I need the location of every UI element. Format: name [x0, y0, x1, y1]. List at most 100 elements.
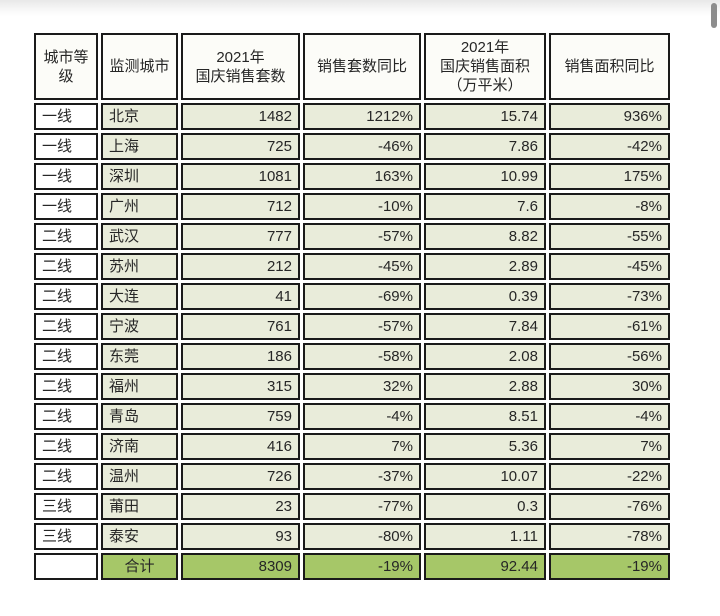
area-cell: 7.86 [424, 133, 546, 160]
total-units-yoy-cell: -19% [303, 553, 421, 580]
area-yoy-cell: -78% [549, 523, 670, 550]
area-yoy-cell: 175% [549, 163, 670, 190]
units-cell: 712 [181, 193, 300, 220]
area-yoy-cell: -55% [549, 223, 670, 250]
table-row: 二线 大连 41 -69% 0.39 -73% [34, 283, 670, 310]
column-header-units-yoy: 销售套数同比 [303, 33, 421, 100]
table-row: 二线 福州 315 32% 2.88 30% [34, 373, 670, 400]
tier-cell: 二线 [34, 433, 98, 460]
units-yoy-cell: -4% [303, 403, 421, 430]
area-cell: 0.3 [424, 493, 546, 520]
table-row: 二线 苏州 212 -45% 2.89 -45% [34, 253, 670, 280]
units-yoy-cell: -57% [303, 313, 421, 340]
city-cell: 上海 [101, 133, 178, 160]
area-cell: 1.11 [424, 523, 546, 550]
area-yoy-cell: 30% [549, 373, 670, 400]
table-row: 一线 北京 1482 1212% 15.74 936% [34, 103, 670, 130]
units-yoy-cell: -69% [303, 283, 421, 310]
table-row: 三线 泰安 93 -80% 1.11 -78% [34, 523, 670, 550]
units-yoy-cell: -80% [303, 523, 421, 550]
tier-cell: 三线 [34, 523, 98, 550]
table-row: 二线 温州 726 -37% 10.07 -22% [34, 463, 670, 490]
column-header-city: 监测城市 [101, 33, 178, 100]
page-top-fade [0, 0, 720, 16]
units-yoy-cell: 7% [303, 433, 421, 460]
tier-cell: 一线 [34, 193, 98, 220]
table-row: 一线 深圳 1081 163% 10.99 175% [34, 163, 670, 190]
units-yoy-cell: -37% [303, 463, 421, 490]
area-cell: 2.88 [424, 373, 546, 400]
city-cell: 大连 [101, 283, 178, 310]
units-yoy-cell: 32% [303, 373, 421, 400]
column-header-area: 2021年 国庆销售面积 （万平米） [424, 33, 546, 100]
units-cell: 41 [181, 283, 300, 310]
area-cell: 8.51 [424, 403, 546, 430]
tier-cell: 二线 [34, 313, 98, 340]
city-cell: 深圳 [101, 163, 178, 190]
city-cell: 青岛 [101, 403, 178, 430]
tier-cell: 一线 [34, 133, 98, 160]
units-cell: 186 [181, 343, 300, 370]
city-cell: 福州 [101, 373, 178, 400]
tier-cell: 二线 [34, 373, 98, 400]
area-yoy-cell: -42% [549, 133, 670, 160]
units-yoy-cell: 163% [303, 163, 421, 190]
table-row: 二线 宁波 761 -57% 7.84 -61% [34, 313, 670, 340]
units-cell: 416 [181, 433, 300, 460]
area-yoy-cell: -4% [549, 403, 670, 430]
city-cell: 广州 [101, 193, 178, 220]
area-yoy-cell: -61% [549, 313, 670, 340]
tier-cell: 二线 [34, 223, 98, 250]
units-cell: 1482 [181, 103, 300, 130]
units-yoy-cell: 1212% [303, 103, 421, 130]
area-yoy-cell: -8% [549, 193, 670, 220]
total-tier-cell [34, 553, 98, 580]
table-row: 二线 济南 416 7% 5.36 7% [34, 433, 670, 460]
area-yoy-cell: -56% [549, 343, 670, 370]
area-cell: 7.84 [424, 313, 546, 340]
units-yoy-cell: -77% [303, 493, 421, 520]
area-cell: 8.82 [424, 223, 546, 250]
units-cell: 1081 [181, 163, 300, 190]
area-yoy-cell: -73% [549, 283, 670, 310]
tier-cell: 一线 [34, 103, 98, 130]
units-cell: 761 [181, 313, 300, 340]
units-cell: 725 [181, 133, 300, 160]
tier-cell: 二线 [34, 463, 98, 490]
column-header-area-yoy: 销售面积同比 [549, 33, 670, 100]
city-cell: 泰安 [101, 523, 178, 550]
table-row: 一线 上海 725 -46% 7.86 -42% [34, 133, 670, 160]
area-yoy-cell: 936% [549, 103, 670, 130]
table-row: 三线 莆田 23 -77% 0.3 -76% [34, 493, 670, 520]
sales-table: 城市等 级 监测城市 2021年 国庆销售套数 销售套数同比 2021年 国庆销… [31, 30, 673, 583]
area-cell: 5.36 [424, 433, 546, 460]
area-yoy-cell: -45% [549, 253, 670, 280]
units-yoy-cell: -58% [303, 343, 421, 370]
units-yoy-cell: -57% [303, 223, 421, 250]
units-cell: 93 [181, 523, 300, 550]
area-cell: 7.6 [424, 193, 546, 220]
units-yoy-cell: -46% [303, 133, 421, 160]
total-row: 合计 8309 -19% 92.44 -19% [34, 553, 670, 580]
area-cell: 10.99 [424, 163, 546, 190]
area-yoy-cell: -76% [549, 493, 670, 520]
units-cell: 23 [181, 493, 300, 520]
city-cell: 北京 [101, 103, 178, 130]
total-area-cell: 92.44 [424, 553, 546, 580]
tier-cell: 二线 [34, 403, 98, 430]
column-header-city-tier: 城市等 级 [34, 33, 98, 100]
area-cell: 2.08 [424, 343, 546, 370]
total-label-cell: 合计 [101, 553, 178, 580]
total-area-yoy-cell: -19% [549, 553, 670, 580]
units-cell: 315 [181, 373, 300, 400]
city-cell: 宁波 [101, 313, 178, 340]
city-cell: 苏州 [101, 253, 178, 280]
scrollbar-thumb[interactable] [711, 3, 717, 28]
header-row: 城市等 级 监测城市 2021年 国庆销售套数 销售套数同比 2021年 国庆销… [34, 33, 670, 100]
units-yoy-cell: -45% [303, 253, 421, 280]
table-row: 二线 青岛 759 -4% 8.51 -4% [34, 403, 670, 430]
tier-cell: 二线 [34, 343, 98, 370]
city-cell: 武汉 [101, 223, 178, 250]
area-cell: 10.07 [424, 463, 546, 490]
